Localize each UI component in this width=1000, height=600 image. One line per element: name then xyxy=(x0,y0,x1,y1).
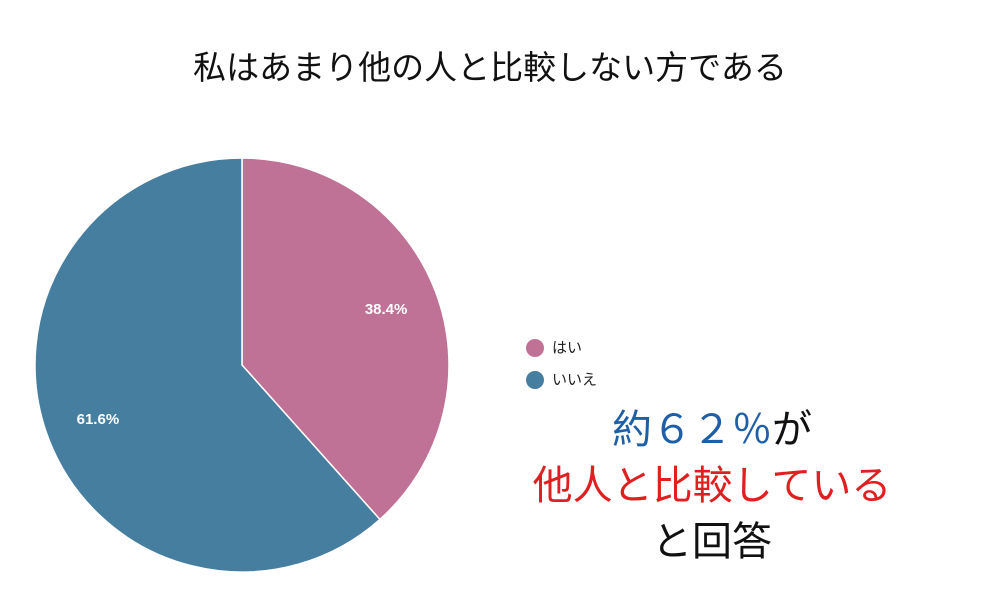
pie-slice xyxy=(34,157,381,573)
annotation-part: 約６２％ xyxy=(612,407,772,453)
slice-label: 61.6% xyxy=(77,411,120,428)
annotation-part: 他人と比較している xyxy=(533,463,892,509)
annotation: と回答 xyxy=(652,519,772,565)
annotation: 約６２％が xyxy=(612,407,812,453)
legend-label: いいえ xyxy=(552,371,597,389)
legend-marker xyxy=(526,371,544,389)
pie-slice xyxy=(241,157,450,521)
annotation: 他人と比較している xyxy=(533,463,892,509)
slice-label: 38.4% xyxy=(365,301,408,318)
legend-label: はい xyxy=(552,339,582,357)
annotation-part: と回答 xyxy=(652,519,772,565)
legend-marker xyxy=(526,339,544,357)
chart-title: 私はあまり他の人と比較しない方である xyxy=(193,48,787,87)
annotation-part: が xyxy=(772,407,812,453)
